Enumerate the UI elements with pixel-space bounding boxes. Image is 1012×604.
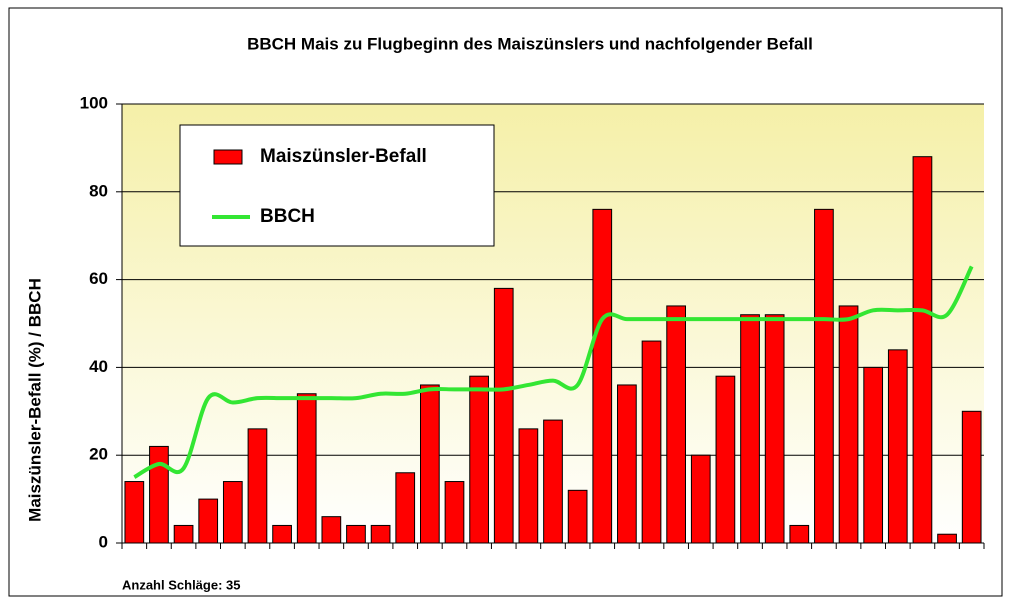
- y-tick-label: 80: [89, 181, 108, 200]
- legend-label: BBCH: [260, 206, 315, 227]
- bar: [789, 524, 810, 544]
- bar: [272, 524, 292, 544]
- bar: [247, 428, 268, 544]
- bar: [690, 454, 711, 544]
- bar: [296, 393, 317, 544]
- bar: [814, 208, 834, 544]
- y-tick-label: 0: [99, 532, 108, 551]
- bar: [617, 384, 637, 544]
- chart-title: BBCH Mais zu Flugbeginn des Maiszünslers…: [247, 34, 813, 53]
- y-tick-label: 100: [80, 93, 108, 112]
- bar: [666, 305, 687, 544]
- annotation: Anzahl Schläge: 35: [122, 577, 240, 592]
- bar: [592, 208, 613, 544]
- bar: [419, 384, 440, 544]
- bar: [395, 472, 416, 544]
- legend-box: [179, 124, 495, 247]
- bar: [961, 410, 982, 544]
- y-tick-label: 40: [89, 357, 108, 376]
- y-tick-label: 60: [89, 269, 108, 288]
- bar: [444, 481, 465, 544]
- bar: [912, 156, 933, 544]
- bar: [937, 533, 957, 544]
- bar: [543, 419, 563, 544]
- bar: [321, 516, 342, 544]
- legend-swatch: [213, 149, 243, 165]
- bar: [887, 349, 908, 544]
- bar: [838, 305, 859, 544]
- y-tick-label: 20: [89, 445, 108, 464]
- bar: [764, 314, 785, 544]
- bar: [149, 445, 169, 544]
- bar: [641, 340, 662, 544]
- bar: [518, 428, 539, 544]
- line: [133, 265, 974, 479]
- y-axis-label: Maiszünsler-Befall (%) / BBCH: [25, 278, 44, 522]
- bar: [370, 524, 391, 544]
- bar: [715, 375, 736, 544]
- bar: [863, 366, 884, 544]
- bar: [124, 481, 145, 544]
- bar: [469, 375, 489, 544]
- bar: [222, 481, 243, 544]
- legend-label: Maiszünsler-Befall: [260, 146, 427, 167]
- bar: [740, 314, 760, 544]
- bar: [567, 489, 588, 544]
- bar: [493, 287, 514, 544]
- bar: [173, 524, 194, 544]
- bar: [346, 524, 366, 544]
- bar: [198, 498, 219, 544]
